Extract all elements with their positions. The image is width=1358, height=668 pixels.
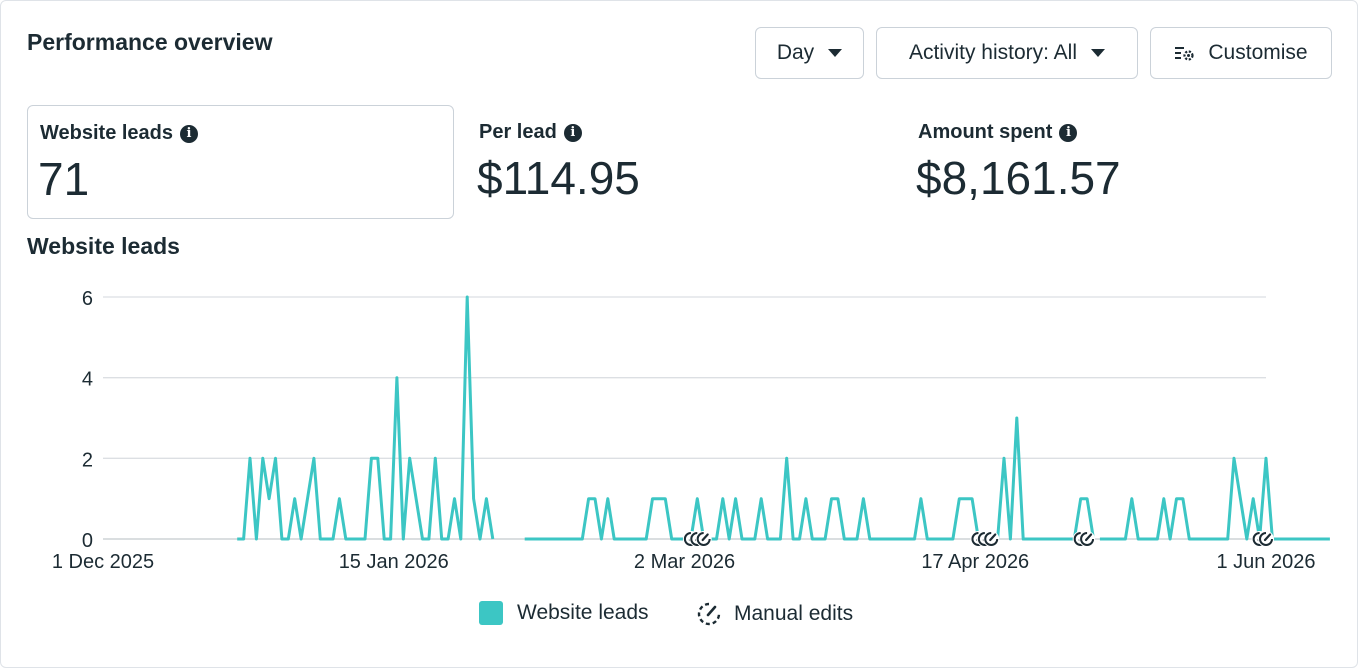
line-chart: 0 2 4 6 1 Dec 2025 15 Jan 2026 2 Mar 2026 17 Ap…: [52, 288, 1330, 573]
legend-website-leads[interactable]: Website leads: [479, 601, 649, 625]
manual-edits-icon: [697, 602, 721, 626]
day-dropdown-label: Day: [776, 41, 815, 64]
manual-edit-marker[interactable]: [695, 531, 712, 547]
manual-edit-marker[interactable]: [983, 531, 1000, 547]
metric-label: Per lead: [479, 121, 557, 143]
series-line-segment: [1099, 456, 1330, 541]
activity-history-label: Activity history: All: [908, 41, 1078, 64]
manual-edit-marker[interactable]: [1079, 531, 1096, 547]
metric-label-row: Amount spent i: [918, 121, 1078, 144]
activity-history-dropdown[interactable]: Activity history: All: [876, 27, 1138, 79]
info-icon[interactable]: i: [563, 123, 582, 142]
series-line-segment: [237, 295, 495, 541]
info-icon[interactable]: i: [180, 124, 199, 143]
page-title: Performance overview: [27, 29, 273, 55]
chart-title: Website leads: [27, 233, 180, 259]
series-line-segment: [524, 416, 1095, 541]
metric-label: Website leads: [40, 122, 174, 144]
metric-value: $114.95: [477, 152, 640, 204]
metric-amount-spent[interactable]: Amount spent i $8,161.57: [906, 105, 1326, 219]
legend-manual-edits[interactable]: Manual edits: [696, 601, 853, 627]
metric-value: $8,161.57: [916, 152, 1121, 204]
legend-label: Website leads: [517, 601, 649, 624]
metric-per-lead[interactable]: Per lead i $114.95: [467, 105, 887, 219]
day-dropdown[interactable]: Day: [755, 27, 864, 79]
x-tick-label: 1 Dec 2025: [52, 551, 154, 573]
legend-swatch: [479, 601, 503, 625]
manual-edit-marker[interactable]: [1258, 531, 1274, 547]
metric-website-leads[interactable]: Website leads i 71: [27, 105, 454, 219]
y-tick-label: 0: [82, 530, 93, 552]
metric-label: Amount spent: [918, 121, 1053, 143]
caret-down-icon: [828, 49, 843, 57]
y-tick-label: 6: [82, 288, 93, 310]
customise-button[interactable]: Customise: [1150, 27, 1332, 79]
metric-label-row: Website leads i: [40, 122, 199, 145]
caret-down-icon: [1091, 49, 1106, 57]
info-icon[interactable]: i: [1059, 123, 1078, 142]
metric-label-row: Per lead i: [479, 121, 582, 144]
customise-icon: [1175, 47, 1194, 61]
x-tick-label: 2 Mar 2026: [634, 551, 735, 573]
y-tick-label: 2: [82, 449, 93, 471]
legend-label: Manual edits: [734, 602, 854, 625]
x-tick-label: 15 Jan 2026: [339, 551, 449, 573]
x-tick-label: 1 Jun 2026: [1217, 551, 1316, 573]
customise-label: Customise: [1208, 41, 1308, 64]
y-tick-label: 4: [82, 369, 93, 391]
metric-value: 71: [38, 153, 90, 205]
x-tick-label: 17 Apr 2026: [921, 551, 1029, 573]
